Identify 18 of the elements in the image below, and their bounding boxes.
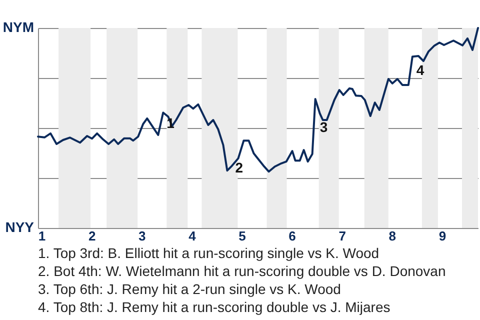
x-tick-label: 6 <box>288 228 296 244</box>
x-tick-label: 3 <box>138 228 146 244</box>
x-tick-label: 9 <box>438 228 446 244</box>
x-tick-label: 2 <box>88 228 96 244</box>
x-tick-label: 1 <box>38 228 46 244</box>
x-tick-label: 4 <box>188 228 197 244</box>
x-tick-label: 7 <box>338 228 346 244</box>
text: 4. Top 8th: J. Remy hit a run-scoring double vs J. Mijares <box>38 298 392 316</box>
annotation: 3 <box>320 119 328 135</box>
x-tick-label: 8 <box>388 228 396 244</box>
x-tick-label: 5 <box>238 228 246 244</box>
text: 3. Top 6th: J. Remy hit a 2-run single vs K. Wood <box>38 280 342 298</box>
text: 2. Bot 4th: W. Wietelmann hit a run-scoring double vs D. Donovan <box>38 262 447 280</box>
text: 1. Top 3rd: B. Elliott hit a run-scoring single vs K. Wood <box>38 244 380 262</box>
text: NYY <box>5 219 35 235</box>
text: NYM <box>2 19 34 35</box>
annotation: 2 <box>235 160 244 176</box>
annotation: 4 <box>416 62 424 78</box>
